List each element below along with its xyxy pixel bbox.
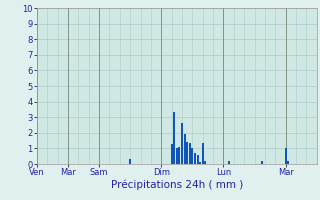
Bar bbox=[173, 112, 175, 164]
Bar bbox=[228, 161, 230, 164]
Bar bbox=[204, 161, 206, 164]
Bar bbox=[261, 161, 263, 164]
Bar bbox=[171, 144, 173, 164]
Bar bbox=[191, 148, 193, 164]
Bar bbox=[285, 148, 287, 164]
Bar bbox=[287, 161, 289, 164]
X-axis label: Précipitations 24h ( mm ): Précipitations 24h ( mm ) bbox=[111, 180, 243, 190]
Bar bbox=[129, 159, 131, 164]
Bar bbox=[181, 123, 183, 164]
Bar bbox=[184, 134, 186, 164]
Bar bbox=[176, 148, 178, 164]
Bar bbox=[178, 147, 180, 164]
Bar bbox=[196, 155, 199, 164]
Bar bbox=[194, 153, 196, 164]
Bar bbox=[189, 143, 191, 164]
Bar bbox=[199, 162, 201, 164]
Bar bbox=[202, 143, 204, 164]
Bar bbox=[186, 142, 188, 164]
